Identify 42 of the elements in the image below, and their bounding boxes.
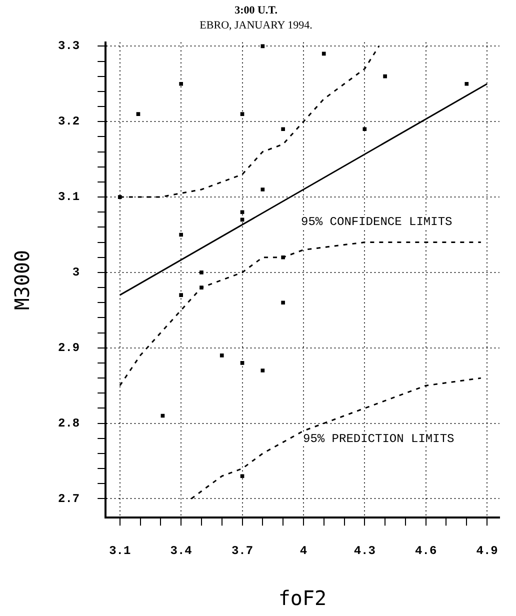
annotation: 95% CONFIDENCE LIMITS bbox=[300, 215, 454, 229]
x-tick-label: 3.4 bbox=[170, 544, 192, 558]
y-tick-label: 2.9 bbox=[58, 340, 80, 355]
annotation: 95% PREDICTION LIMITS bbox=[302, 432, 456, 446]
point bbox=[281, 127, 285, 132]
point bbox=[179, 82, 183, 86]
point bbox=[362, 127, 367, 132]
point bbox=[464, 82, 469, 86]
point bbox=[260, 188, 265, 192]
point bbox=[200, 270, 204, 274]
x-tick-label: 4 bbox=[300, 544, 308, 558]
point bbox=[281, 300, 285, 305]
y-tick-label: 2.8 bbox=[58, 416, 80, 430]
y-axis-title: M3000 bbox=[10, 250, 34, 310]
y-tick-label: 3 bbox=[72, 265, 80, 280]
chart-subtitle: EBRO, JANUARY 1994. bbox=[200, 20, 313, 32]
x-axis-title: foF2 bbox=[278, 586, 327, 610]
point bbox=[240, 361, 244, 365]
point bbox=[240, 210, 244, 214]
x-tick-label: 3.7 bbox=[231, 544, 254, 558]
chart-title: 3:00 U.T. bbox=[234, 4, 278, 16]
point bbox=[200, 286, 204, 290]
point bbox=[240, 474, 244, 478]
x-tick-label: 4.9 bbox=[476, 544, 498, 558]
point bbox=[179, 232, 183, 237]
point bbox=[281, 255, 285, 260]
point bbox=[240, 218, 244, 222]
point bbox=[322, 52, 326, 56]
point bbox=[383, 74, 387, 78]
y-tick-label: 2.7 bbox=[58, 492, 80, 506]
point bbox=[240, 112, 244, 116]
y-tick-label: 3.1 bbox=[58, 190, 80, 204]
point bbox=[260, 368, 265, 372]
point bbox=[220, 354, 224, 358]
point bbox=[179, 293, 183, 297]
point bbox=[136, 112, 140, 116]
y-tick-label: 3.3 bbox=[58, 39, 80, 54]
x-tick-label: 4.6 bbox=[415, 544, 437, 558]
y-tick-label: 3.2 bbox=[58, 114, 80, 129]
point bbox=[118, 195, 122, 199]
x-tick-label: 3.1 bbox=[109, 544, 131, 558]
x-tick-label: 4.3 bbox=[354, 544, 376, 558]
